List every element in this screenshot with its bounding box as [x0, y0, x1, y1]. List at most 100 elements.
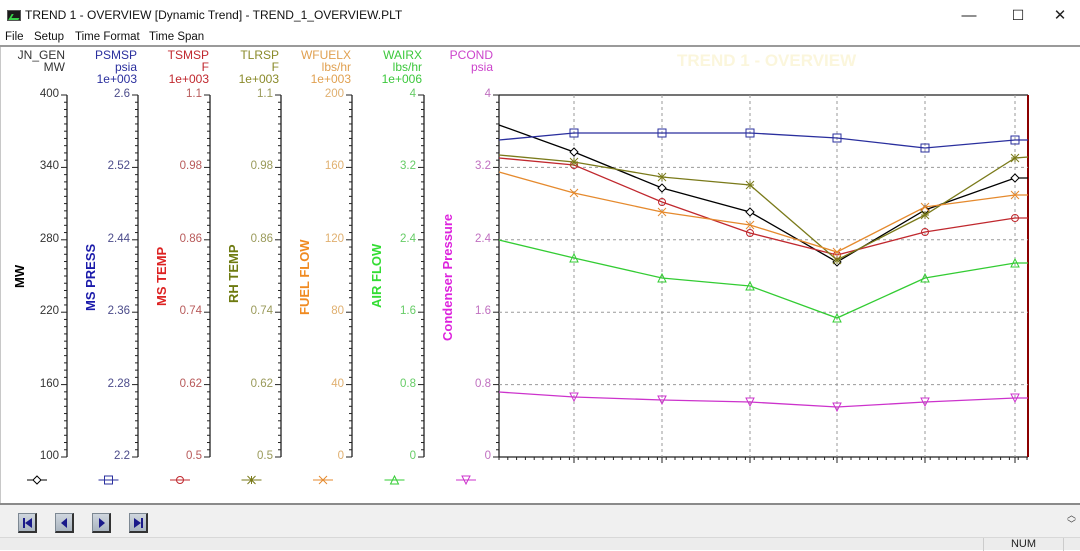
status-bar: NUM — [0, 537, 1080, 551]
axis-header-psmsp: PSMSP psia 1e+003 — [77, 49, 137, 85]
chevron-down-icon[interactable]: ﹀ — [1066, 519, 1076, 529]
axis-tick-label: 1.1 — [186, 88, 202, 100]
num-lock-indicator: NUM — [983, 538, 1063, 551]
title-bar: TREND 1 - OVERVIEW [Dynamic Trend] - TRE… — [0, 0, 1080, 30]
axis-tick-label: 40 — [331, 377, 344, 390]
axis-tick-label: 2.6 — [114, 88, 130, 100]
axis-tick-label: 0.86 — [179, 232, 202, 245]
minimize-button[interactable]: — — [946, 4, 992, 26]
axis-tick-label: 0 — [337, 450, 344, 462]
axis-scale: 1e+003 — [310, 72, 351, 86]
axis-tick-label: 340 — [39, 160, 59, 173]
axis-tick-label: 2.28 — [107, 377, 130, 390]
first-page-button[interactable] — [18, 513, 37, 533]
axis-tick-label: 280 — [39, 232, 59, 245]
axis-tick-label: 1.6 — [475, 305, 491, 318]
axis-tick-label: 1.6 — [400, 305, 416, 318]
axis-tick-label: 0.74 — [179, 305, 202, 318]
status-message-pane — [0, 538, 983, 551]
axis-title-air-flow: AIR FLOW — [369, 243, 384, 308]
axis-tag: TSMSP — [167, 48, 209, 62]
last-page-button[interactable] — [129, 513, 148, 533]
last-page-icon — [133, 517, 143, 528]
axis-title-condenser-pressure: Condenser Pressure — [440, 213, 455, 341]
axis-tick-label: 0.5 — [257, 450, 273, 462]
axis-unit: psia — [114, 60, 137, 74]
axis-tick-label: 2.36 — [107, 305, 130, 318]
chevron-up-icon[interactable]: ︿ — [1066, 510, 1076, 520]
next-icon — [98, 517, 105, 528]
axis-tick-label: 0.86 — [250, 232, 273, 245]
axis-scale: 1e+003 — [238, 72, 279, 86]
previous-icon — [60, 517, 67, 528]
axis-tag: JN_GEN — [17, 48, 65, 62]
axis-tick-label: 80 — [331, 305, 344, 318]
axis-tag: PSMSP — [94, 48, 137, 62]
window-title: TREND 1 - OVERVIEW [Dynamic Trend] - TRE… — [25, 8, 403, 22]
axis-header-wairx: WAIRX lbs/hr 1e+006 — [362, 49, 422, 85]
axis-tick-label: 4 — [409, 88, 416, 100]
axis-tick-label: 3.2 — [400, 160, 416, 173]
axis-unit: MW — [43, 60, 65, 74]
menu-time-format[interactable]: Time Format — [75, 31, 140, 43]
axis-tick-label: 0.8 — [475, 377, 491, 390]
axis-title-fuel-flow: FUEL FLOW — [297, 239, 312, 315]
axis-tick-label: 160 — [39, 377, 59, 390]
axis-scale: 1e+003 — [96, 72, 137, 86]
axis-tick-label: 0.5 — [186, 450, 202, 462]
spin-control[interactable]: ︿ ﹀ — [1067, 511, 1076, 529]
navigation-bar: ︿ ﹀ — [0, 503, 1080, 537]
axis-tick-label: 0.98 — [179, 160, 202, 173]
menu-setup[interactable]: Setup — [34, 31, 65, 43]
axis-tick-label: 160 — [324, 160, 344, 173]
axis-tick-label: 1.1 — [257, 88, 273, 100]
axis-unit: lbs/hr — [392, 60, 422, 74]
axis-tag: WFUELX — [300, 48, 351, 62]
menu-file[interactable]: File — [5, 31, 24, 43]
axis-tick-label: 0.74 — [250, 305, 273, 318]
axis-scale: 1e+006 — [381, 72, 422, 86]
axis-tick-label: 2.44 — [107, 232, 130, 245]
next-button[interactable] — [92, 513, 111, 533]
axis-title-rh-temp: RH TEMP — [226, 244, 241, 304]
axis-title-mw: MW — [12, 264, 27, 288]
axis-tag: PCOND — [449, 48, 493, 62]
axis-header-tlrsp: TLRSP F 1e+003 — [219, 49, 279, 85]
axis-tick-label: 2.2 — [114, 450, 130, 462]
axis-tick-label: 200 — [324, 88, 344, 100]
axis-tick-label: 0 — [484, 450, 491, 462]
trend-plot[interactable] — [1, 47, 1080, 503]
first-page-icon — [22, 517, 32, 528]
axis-header-mw: JN_GEN MW — [5, 49, 65, 73]
axis-tick-label: 400 — [39, 88, 59, 100]
axis-tick-label: 0.98 — [250, 160, 273, 173]
maximize-button[interactable]: ☐ — [995, 4, 1041, 26]
previous-button[interactable] — [55, 513, 74, 533]
axis-unit: psia — [470, 60, 493, 74]
menu-bar: File Setup Time Format Time Span — [0, 30, 1080, 47]
axis-tick-label: 0.8 — [400, 377, 416, 390]
axis-tick-label: 0 — [409, 450, 416, 462]
app-trend-icon — [7, 10, 21, 21]
resize-grip[interactable] — [1063, 538, 1080, 551]
menu-time-span[interactable]: Time Span — [149, 31, 205, 43]
axis-title-ms-temp: MS TEMP — [154, 246, 169, 306]
axis-scale: 1e+003 — [168, 72, 209, 86]
plot-title: TREND 1 - OVERVIEW — [677, 51, 857, 70]
axis-tick-label: 3.2 — [475, 160, 491, 173]
axis-tick-label: 120 — [324, 232, 344, 245]
axis-tick-label: 2.4 — [400, 232, 416, 245]
close-icon: ✕ — [1053, 7, 1067, 24]
axis-tag: WAIRX — [383, 48, 422, 62]
axis-unit: F — [201, 60, 209, 74]
minimize-icon: — — [961, 6, 977, 24]
axis-tick-label: 2.52 — [107, 160, 130, 173]
axis-header-tsmsp: TSMSP F 1e+003 — [149, 49, 209, 85]
trend-chart-area: JN_GEN MW PSMSP psia 1e+003 TSMSP F 1e+0… — [0, 47, 1080, 503]
axis-header-wfuelx: WFUELX lbs/hr 1e+003 — [291, 49, 351, 85]
axis-tag: TLRSP — [240, 48, 279, 62]
axis-title-ms-press: MS PRESS — [83, 243, 98, 311]
axis-tick-label: 4 — [484, 88, 491, 100]
close-button[interactable]: ✕ — [1037, 4, 1080, 26]
maximize-icon: ☐ — [1011, 6, 1025, 23]
